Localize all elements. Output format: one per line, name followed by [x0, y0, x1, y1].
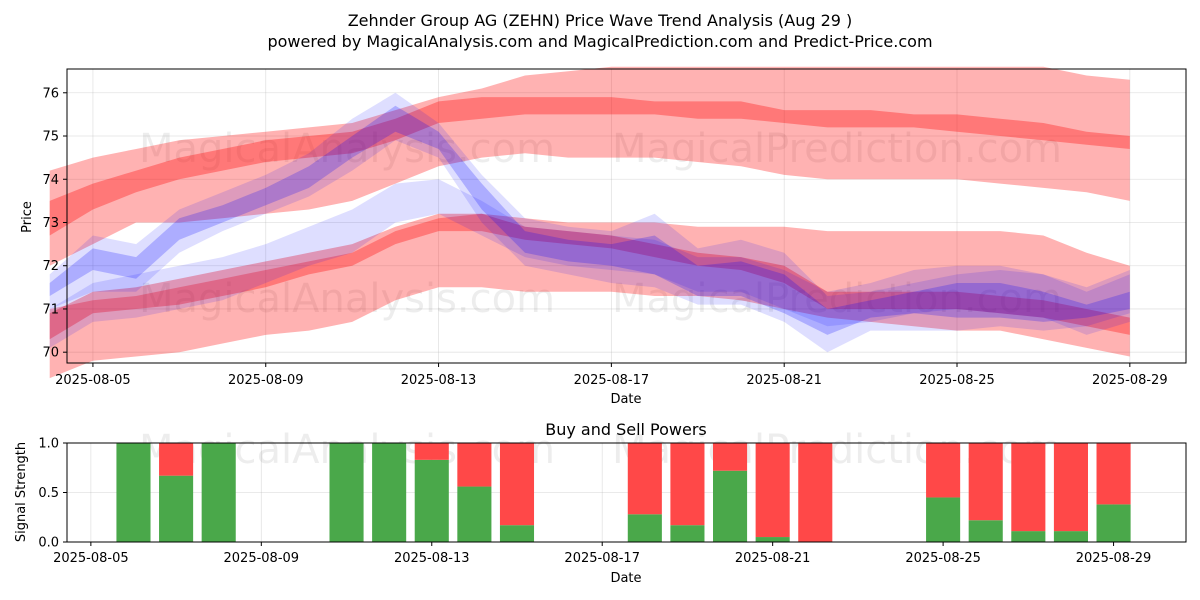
- price-x-ticks: 2025-08-05 2025-08-09 2025-08-13 2025-08-17…: [55, 363, 1168, 388]
- sell-bar: [713, 443, 748, 471]
- buy-bar: [670, 525, 705, 542]
- buy-bar: [116, 443, 151, 542]
- price-plot-frame: [66, 68, 1187, 364]
- watermark-prediction-mid: MagicalPrediction.com: [612, 276, 1062, 322]
- signal-x-tick-label: 2025-08-13: [394, 551, 470, 566]
- sell-bar: [457, 443, 492, 487]
- watermark-prediction-top: MagicalPrediction.com: [612, 126, 1062, 172]
- price-x-tick-label: 2025-08-21: [746, 373, 822, 388]
- sell-bar: [926, 443, 961, 498]
- buy-bar: [755, 537, 790, 542]
- buy-bar: [926, 497, 961, 542]
- price-y-tick-label: 76: [42, 86, 59, 101]
- signal-y-tick-label: 1.0: [38, 437, 59, 452]
- sell-bar: [1096, 443, 1131, 505]
- buy-bar: [201, 443, 236, 542]
- price-x-tick-label: 2025-08-09: [228, 373, 304, 388]
- signal-x-axis-label: Date: [610, 571, 641, 586]
- price-x-axis-label: Date: [610, 392, 641, 407]
- buy-bar: [1096, 504, 1131, 542]
- buy-bar: [372, 443, 407, 542]
- red-band-2: [49, 213, 1130, 379]
- buy-bar: [329, 443, 364, 542]
- watermark-analysis-top: MagicalAnalysis.com: [139, 126, 555, 172]
- buy-bar: [159, 475, 194, 542]
- sell-bar: [499, 443, 535, 526]
- signal-x-tick-label: 2025-08-09: [224, 551, 300, 566]
- sell-bar: [1011, 443, 1046, 532]
- chart-title-line1: Zehnder Group AG (ZEHN) Price Wave Trend…: [348, 11, 853, 30]
- price-y-ticks: 70 71 72 73 74 75 76: [42, 86, 67, 361]
- sell-bar: [968, 443, 1003, 521]
- buy-bar: [414, 459, 449, 542]
- price-x-tick-label: 2025-08-25: [919, 373, 995, 388]
- price-y-tick-label: 75: [42, 130, 59, 145]
- blue-band-2: [49, 179, 1130, 348]
- price-bands: [49, 66, 1130, 379]
- buy-bar: [1053, 531, 1088, 542]
- sell-bar: [159, 443, 194, 476]
- sell-bar: [627, 443, 662, 515]
- signal-y-ticks: 0.0 0.5 1.0: [38, 437, 67, 551]
- chart-title-line2: powered by MagicalAnalysis.com and Magic…: [267, 32, 932, 51]
- price-y-tick-label: 73: [42, 216, 59, 231]
- signal-y-tick-label: 0.0: [38, 536, 59, 551]
- buy-bar: [457, 486, 492, 542]
- watermark-analysis-mid: MagicalAnalysis.com: [139, 276, 555, 322]
- sell-bar: [798, 443, 833, 542]
- price-x-tick-label: 2025-08-17: [574, 373, 650, 388]
- price-y-tick-label: 70: [42, 346, 59, 361]
- price-y-tick-label: 72: [42, 259, 59, 274]
- signal-panel: Buy and Sell Powers MagicalAnalysis.com …: [14, 420, 1187, 586]
- signal-x-tick-label: 2025-08-21: [735, 551, 811, 566]
- red-band-0: [49, 66, 1130, 266]
- price-x-tick-label: 2025-08-13: [401, 373, 477, 388]
- buy-bar: [499, 525, 535, 542]
- signal-panel-title: Buy and Sell Powers: [545, 420, 707, 439]
- blue-band-0: [49, 92, 1130, 353]
- buy-bar: [627, 514, 662, 542]
- signal-x-tick-label: 2025-08-25: [905, 551, 981, 566]
- signal-y-axis-label: Signal Strength: [14, 442, 29, 542]
- signal-x-tick-label: 2025-08-29: [1076, 551, 1152, 566]
- price-panel: MagicalAnalysis.com MagicalPrediction.co…: [20, 66, 1187, 407]
- buy-bar: [713, 470, 748, 542]
- sell-bar: [755, 443, 790, 538]
- price-y-tick-label: 71: [42, 302, 59, 317]
- buy-bar: [1011, 531, 1046, 542]
- signal-plot-frame: [66, 442, 1187, 543]
- price-gridlines: [67, 69, 1186, 363]
- buy-bar: [968, 520, 1003, 542]
- sell-bar: [414, 443, 449, 460]
- signal-bars: [116, 443, 1131, 542]
- red-band-3: [49, 213, 1130, 340]
- price-x-tick-label: 2025-08-05: [55, 373, 131, 388]
- blue-band-1: [49, 105, 1130, 335]
- signal-x-tick-label: 2025-08-17: [564, 551, 640, 566]
- signal-y-tick-label: 0.5: [38, 486, 59, 501]
- price-plot-background: [67, 69, 1186, 363]
- signal-x-ticks: 2025-08-05 2025-08-09 2025-08-13 2025-08-17…: [53, 542, 1151, 566]
- sell-bar: [1053, 443, 1088, 532]
- sell-bar: [670, 443, 705, 526]
- signal-x-tick-label: 2025-08-05: [53, 551, 129, 566]
- price-x-tick-label: 2025-08-29: [1092, 373, 1168, 388]
- price-y-axis-label: Price: [20, 201, 35, 233]
- price-y-tick-label: 74: [42, 173, 59, 188]
